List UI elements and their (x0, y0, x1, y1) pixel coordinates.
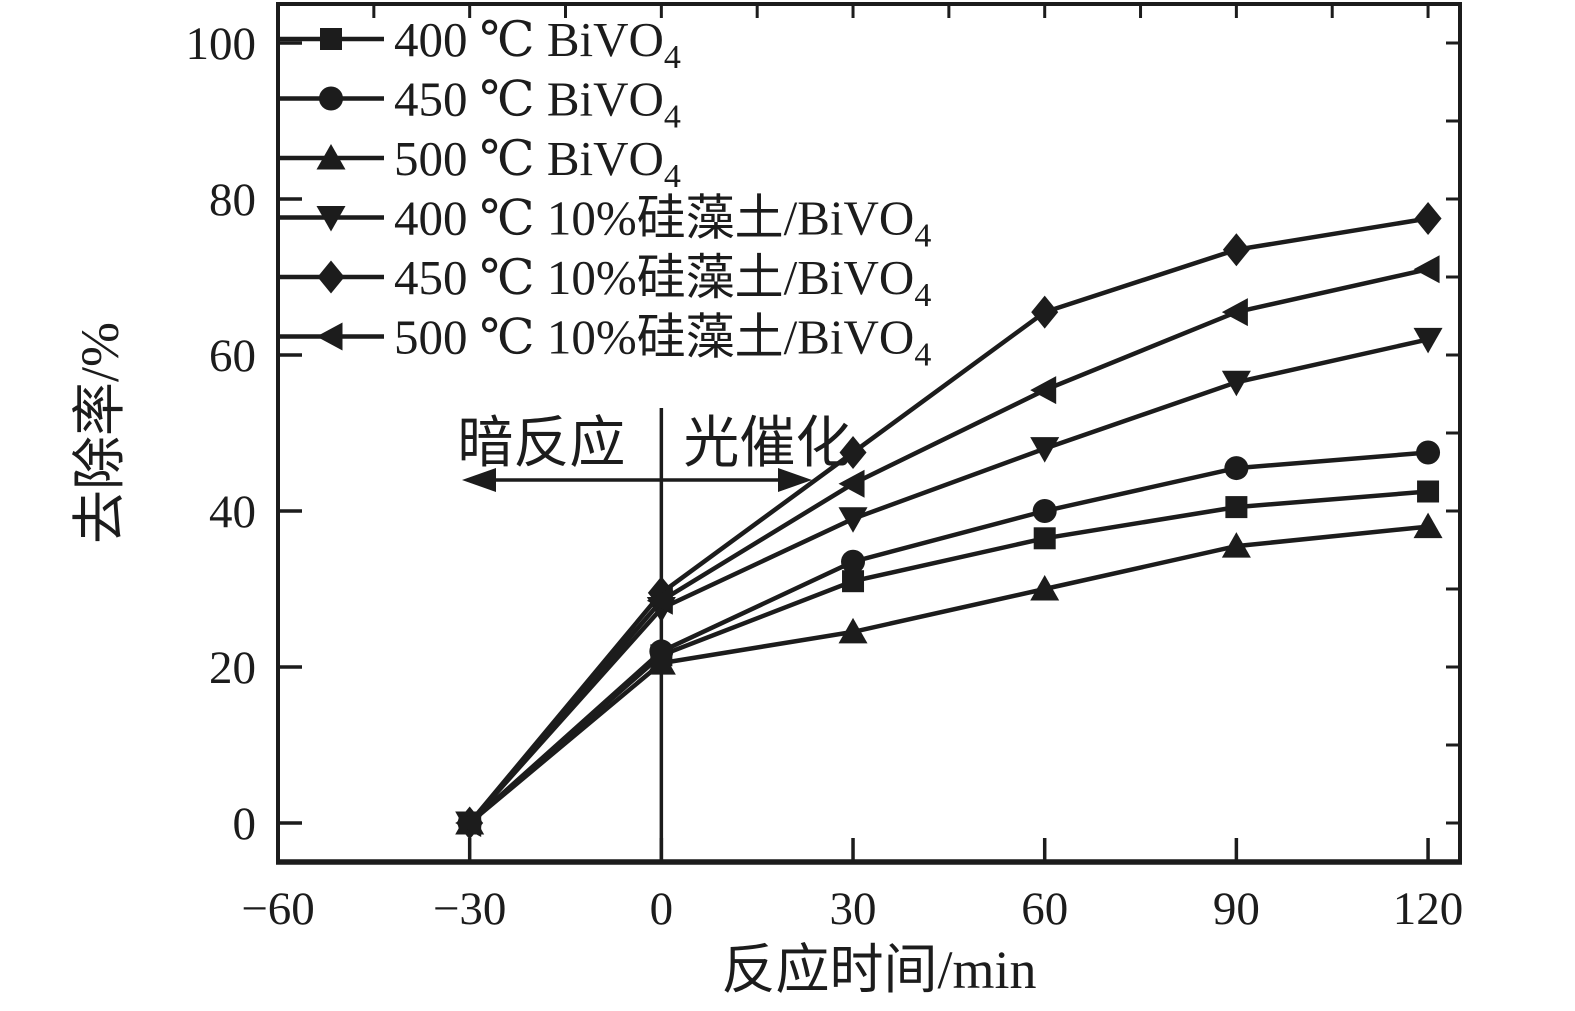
phase-annotation: 暗反应 光催化 (457, 408, 851, 860)
x-tick-label: −30 (433, 883, 507, 935)
triangle-up-marker (838, 617, 868, 644)
legend-label: 500 ℃ 10%硅藻土/BiVO4 (394, 310, 931, 374)
circle-marker (1416, 440, 1441, 465)
triangle-left-marker (1221, 298, 1248, 327)
x-axis: −60 −30 0 30 60 90 120 (241, 838, 1463, 935)
triangle-down-marker (1221, 370, 1251, 397)
y-axis: 0 20 40 60 80 100 (186, 18, 302, 850)
y-tick-label: 40 (209, 486, 256, 538)
plot-frame (276, 2, 1462, 865)
circle-marker (841, 549, 866, 574)
legend-item-500C-10pct-guizaotu-BiVO4: 500 ℃ 10%硅藻土/BiVO4 (280, 310, 931, 374)
legend-label: 500 ℃ BiVO4 (394, 131, 681, 195)
series-400C-10pct-guizaotu-BiVO4 (455, 327, 1443, 837)
dark-reaction-label: 暗反应 (457, 413, 625, 475)
square-marker (320, 28, 342, 50)
square-marker (842, 570, 865, 593)
triangle-left-marker (838, 469, 865, 498)
legend-label: 400 ℃ BiVO4 (394, 12, 681, 76)
legend-label: 450 ℃ BiVO4 (394, 72, 681, 136)
legend-item-450C-BiVO4: 450 ℃ BiVO4 (280, 72, 681, 136)
triangle-up-marker (1030, 575, 1060, 601)
legend-item-500C-BiVO4: 500 ℃ BiVO4 (280, 131, 681, 195)
triangle-up-marker (1221, 532, 1251, 558)
triangle-down-marker (1030, 437, 1060, 463)
series-500C-10pct-guizaotu-BiVO4 (455, 255, 1440, 837)
legend-item-450C-10pct-guizaotu-BiVO4: 450 ℃ 10%硅藻土/BiVO4 (280, 250, 931, 314)
y-tick-label: 20 (209, 642, 256, 694)
y-tick-label: 0 (233, 798, 257, 850)
triangle-up-marker (316, 144, 346, 170)
triangle-up-marker (646, 649, 676, 675)
triangle-down-marker (316, 206, 346, 232)
diamond-marker (839, 436, 867, 469)
triangle-left-marker (646, 586, 673, 615)
diamond-marker (317, 260, 345, 294)
diamond-marker (1031, 295, 1059, 329)
circle-marker (1032, 499, 1057, 523)
square-marker (1417, 480, 1440, 503)
x-tick-label: 0 (650, 883, 674, 935)
circle-marker (1224, 456, 1249, 481)
series-450C-BiVO4 (457, 440, 1441, 835)
x-tick-label: 90 (1213, 883, 1260, 935)
legend-item-400C-BiVO4: 400 ℃ BiVO4 (280, 12, 681, 76)
square-marker (1033, 527, 1056, 550)
y-tick-label: 100 (186, 18, 257, 70)
legend-label: 400 ℃ 10%硅藻土/BiVO4 (394, 191, 931, 255)
x-axis-title: 反应时间/min (721, 940, 1036, 1000)
x-tick-label: 120 (1393, 883, 1464, 935)
series-500C-BiVO4 (455, 512, 1443, 835)
triangle-left-marker (316, 322, 343, 351)
y-axis-title: 去除率/% (70, 322, 130, 544)
legend-item-400C-10pct-guizaotu-BiVO4: 400 ℃ 10%硅藻土/BiVO4 (280, 191, 931, 255)
photocatalysis-label: 光催化 (683, 413, 851, 475)
diamond-marker (1222, 233, 1250, 267)
triangle-left-marker (1030, 376, 1057, 405)
x-tick-label: 30 (830, 883, 877, 935)
triangle-down-marker (1413, 327, 1443, 354)
x-tick-label: −60 (241, 883, 315, 935)
y-tick-label: 60 (209, 330, 256, 382)
y-tick-label: 80 (209, 174, 256, 226)
triangle-left-marker (455, 809, 482, 837)
diamond-marker (1414, 202, 1442, 235)
x-tick-label: 60 (1021, 883, 1068, 935)
arrow-right-head (778, 468, 812, 492)
triangle-down-marker (838, 507, 868, 533)
circle-marker (319, 86, 343, 111)
mirror-ticks (372, 6, 1458, 825)
triangle-left-marker (1413, 255, 1440, 284)
arrow-left-head (462, 468, 496, 492)
triangle-up-marker (1413, 512, 1443, 539)
square-marker (1225, 496, 1248, 519)
legend-label: 450 ℃ 10%硅藻土/BiVO4 (394, 250, 931, 314)
